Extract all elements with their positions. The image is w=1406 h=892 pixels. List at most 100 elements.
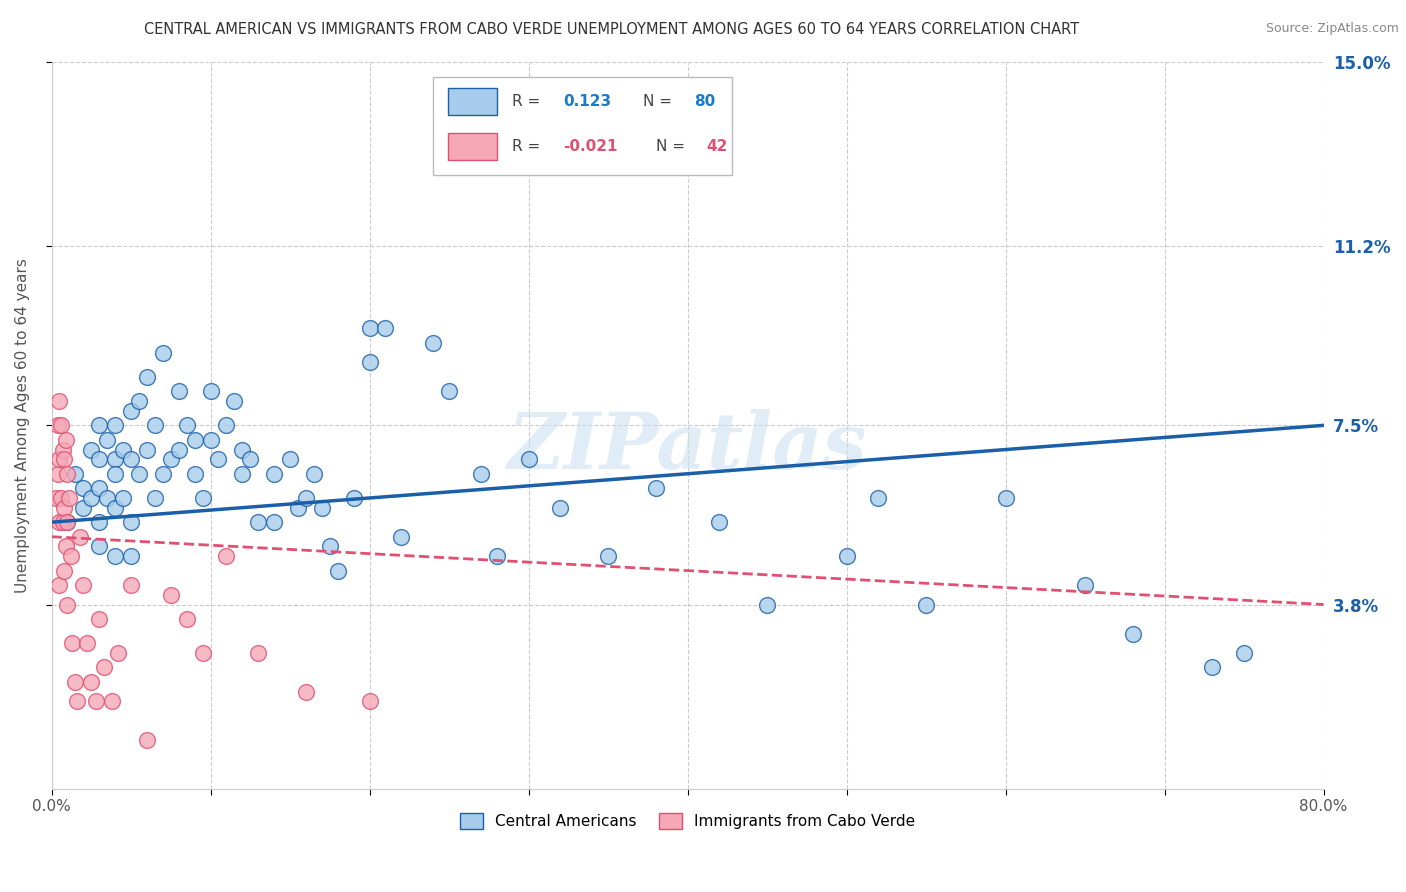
FancyBboxPatch shape — [433, 77, 733, 175]
Point — [709, 515, 731, 529]
Point — [136, 370, 159, 384]
Point — [89, 418, 111, 433]
Point — [207, 452, 229, 467]
Point — [295, 491, 318, 505]
Point — [59, 549, 82, 563]
Point — [128, 394, 150, 409]
Point — [52, 442, 75, 457]
Text: -0.021: -0.021 — [562, 139, 617, 154]
Point — [69, 530, 91, 544]
Point — [58, 491, 80, 505]
Point — [46, 418, 69, 433]
Point — [120, 452, 142, 467]
Point — [644, 481, 666, 495]
Point — [159, 588, 181, 602]
Point — [72, 481, 94, 495]
Point — [756, 598, 779, 612]
Point — [215, 549, 238, 563]
Point — [183, 433, 205, 447]
Point — [72, 500, 94, 515]
Text: 42: 42 — [707, 139, 728, 154]
Point — [176, 612, 198, 626]
Point — [128, 467, 150, 481]
Point — [72, 578, 94, 592]
Point — [550, 500, 572, 515]
Point — [1074, 578, 1097, 592]
Point — [89, 612, 111, 626]
Point — [49, 491, 72, 505]
Point — [183, 467, 205, 481]
Point — [311, 500, 333, 515]
Point — [302, 467, 325, 481]
Point — [53, 452, 76, 467]
Point — [152, 467, 174, 481]
Text: CENTRAL AMERICAN VS IMMIGRANTS FROM CABO VERDE UNEMPLOYMENT AMONG AGES 60 TO 64 : CENTRAL AMERICAN VS IMMIGRANTS FROM CABO… — [143, 22, 1080, 37]
Point — [104, 500, 127, 515]
Point — [1233, 646, 1256, 660]
Point — [295, 684, 318, 698]
Point — [107, 646, 129, 660]
Point — [46, 467, 69, 481]
Point — [868, 491, 890, 505]
Point — [48, 394, 70, 409]
Point — [167, 442, 190, 457]
Point — [152, 345, 174, 359]
Point — [48, 578, 70, 592]
Point — [49, 418, 72, 433]
Text: Source: ZipAtlas.com: Source: ZipAtlas.com — [1265, 22, 1399, 36]
Point — [104, 452, 127, 467]
Point — [60, 636, 83, 650]
Point — [263, 515, 285, 529]
Point — [112, 442, 135, 457]
Point — [89, 481, 111, 495]
Point — [287, 500, 309, 515]
Text: N =: N = — [643, 94, 672, 109]
Point — [994, 491, 1017, 505]
Text: 80: 80 — [695, 94, 716, 109]
Point — [596, 549, 619, 563]
Point — [55, 540, 77, 554]
Point — [120, 404, 142, 418]
Point — [485, 549, 508, 563]
Point — [136, 733, 159, 747]
Point — [84, 694, 107, 708]
Point — [215, 418, 238, 433]
Point — [96, 433, 118, 447]
Point — [56, 598, 79, 612]
Y-axis label: Unemployment Among Ages 60 to 64 years: Unemployment Among Ages 60 to 64 years — [15, 258, 30, 593]
Point — [191, 646, 214, 660]
Point — [56, 515, 79, 529]
Point — [374, 321, 396, 335]
Point — [263, 467, 285, 481]
Point — [112, 491, 135, 505]
Point — [101, 694, 124, 708]
Point — [278, 452, 301, 467]
Point — [93, 660, 115, 674]
Point — [389, 530, 412, 544]
Point — [136, 442, 159, 457]
Point — [343, 491, 366, 505]
Point — [319, 540, 342, 554]
Point — [247, 515, 270, 529]
Point — [120, 549, 142, 563]
Point — [835, 549, 858, 563]
Point — [80, 442, 103, 457]
Text: R =: R = — [512, 139, 540, 154]
Point — [437, 384, 460, 399]
Point — [89, 540, 111, 554]
Text: N =: N = — [655, 139, 685, 154]
Point — [96, 491, 118, 505]
Point — [200, 384, 222, 399]
Point — [231, 442, 253, 457]
Point — [247, 646, 270, 660]
Point — [120, 578, 142, 592]
Point — [104, 549, 127, 563]
Bar — [449, 133, 496, 161]
Point — [143, 491, 166, 505]
Point — [915, 598, 938, 612]
Point — [422, 336, 444, 351]
Point — [231, 467, 253, 481]
Point — [176, 418, 198, 433]
Point — [1201, 660, 1223, 674]
Point — [80, 491, 103, 505]
